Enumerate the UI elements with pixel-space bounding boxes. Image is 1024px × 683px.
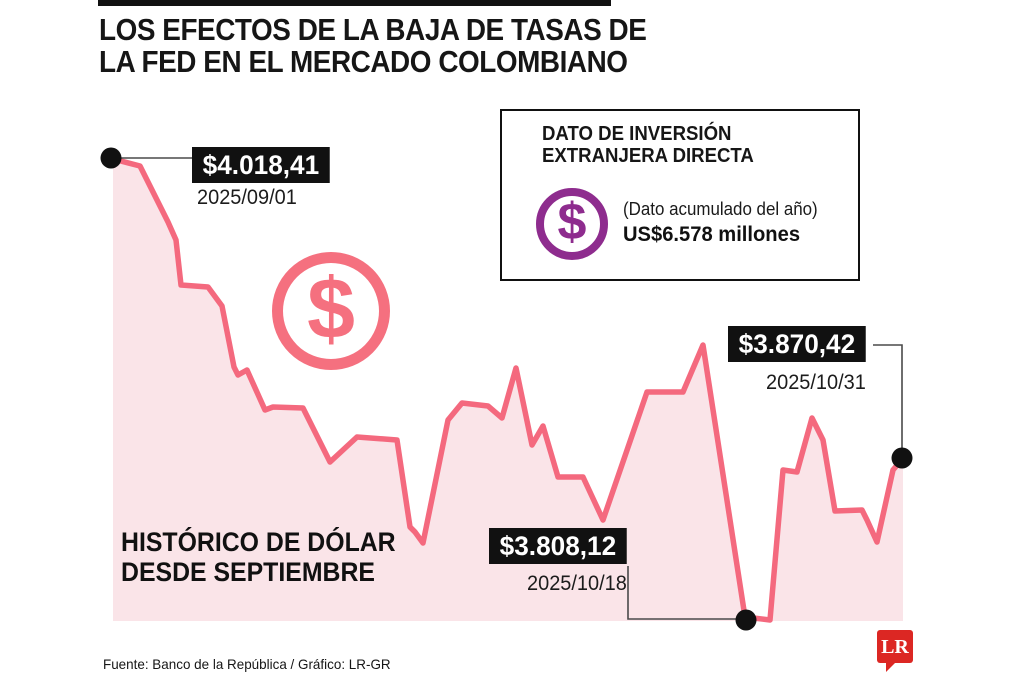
dollar-circle-icon: $ [272,252,390,370]
data-point-dot [100,147,122,169]
price-badge-low: $3.808,12 [489,528,627,564]
info-box-title-line1: DATO DE INVERSIÓN [542,123,732,145]
info-box-note: (Dato acumulado del año) [623,199,818,219]
chart-caption: HISTÓRICO DE DÓLAR DESDE SEPTIEMBRE [121,527,396,587]
price-badge-start: $4.018,41 [192,147,330,183]
page-title-line2: LA FED EN EL MERCADO COLOMBIANO [99,43,628,79]
price-date-latest: 2025/10/31 [766,371,866,394]
price-date-start: 2025/09/01 [197,186,297,209]
info-box-title: DATO DE INVERSIÓN EXTRANJERA DIRECTA [542,123,754,168]
area-fill [113,159,903,621]
lr-logo-tail [886,662,896,672]
price-date-low: 2025/10/18 [527,572,627,595]
connector-latest [873,344,903,456]
dollar-circle-icon: $ [536,188,608,260]
chart-caption-line1: HISTÓRICO DE DÓLAR [121,527,396,557]
foreign-investment-box: DATO DE INVERSIÓN EXTRANJERA DIRECTA $ (… [500,109,860,281]
connector-low [627,566,744,620]
trend-line [110,156,906,623]
info-box-value: US$6.578 millones [623,223,801,246]
page-title: LOS EFECTOS DE LA BAJA DE TASAS DE LA FE… [99,12,647,79]
lr-logo: LR [877,630,913,672]
dollar-glyph: $ [307,261,355,357]
chart-caption-line2: DESDE SEPTIEMBRE [121,557,375,588]
source-credit: Fuente: Banco de la República / Gráfico:… [103,656,391,672]
info-box-title-line2: EXTRANJERA DIRECTA [542,145,754,168]
lr-logo-text: LR [881,635,909,658]
page-title-line1: LOS EFECTOS DE LA BAJA DE TASAS DE [99,12,647,47]
top-rule [98,0,611,6]
data-point-dot [891,447,913,469]
dollar-glyph: $ [557,193,587,251]
data-point-dot [735,609,757,631]
price-badge-latest: $3.870,42 [728,326,866,362]
